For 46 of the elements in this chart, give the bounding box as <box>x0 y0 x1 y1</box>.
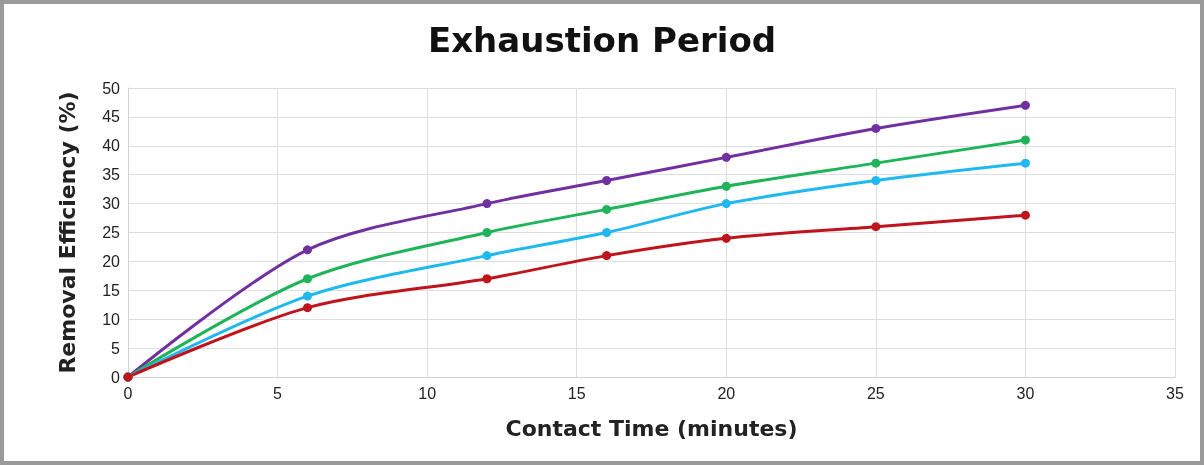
point <box>482 251 492 261</box>
y-tick-label: 20 <box>102 252 121 270</box>
y-axis-title: Removal Efficiency (%) <box>54 91 80 374</box>
y-tick-label: 35 <box>102 166 121 184</box>
x-tick-label: 30 <box>1016 384 1035 402</box>
y-tick-label: 5 <box>111 339 121 357</box>
x-tick-label: 20 <box>717 384 736 402</box>
x-tick-label: 15 <box>567 384 586 402</box>
y-tick-label: 30 <box>102 195 121 213</box>
point <box>871 175 881 185</box>
y-tick-label: 10 <box>102 310 121 328</box>
point <box>602 251 612 261</box>
point <box>302 303 312 313</box>
y-tick-label: 15 <box>102 281 121 299</box>
point <box>302 291 312 301</box>
point <box>1020 210 1030 220</box>
y-tick-label: 0 <box>111 368 121 386</box>
point <box>721 152 731 162</box>
point <box>1020 135 1030 145</box>
point <box>721 233 731 243</box>
point <box>1020 100 1030 110</box>
y-tick-label: 40 <box>102 137 121 155</box>
point <box>482 199 492 209</box>
point <box>602 228 612 237</box>
point <box>721 181 731 191</box>
y-tick-label: 50 <box>102 79 121 97</box>
point <box>302 245 312 255</box>
x-tick-label: 5 <box>273 384 283 402</box>
point <box>602 204 612 214</box>
x-axis-title: Contact Time (minutes) <box>505 415 798 441</box>
point <box>602 175 612 185</box>
chart-title: Exhaustion Period <box>427 20 777 60</box>
point <box>302 274 312 284</box>
point <box>871 222 881 232</box>
point <box>482 228 492 237</box>
point <box>482 274 492 284</box>
x-tick-label: 0 <box>123 384 133 402</box>
point <box>871 158 881 168</box>
y-tick-label: 45 <box>102 108 121 126</box>
x-tick-label: 35 <box>1166 384 1184 402</box>
point <box>721 199 731 209</box>
y-tick-label: 25 <box>102 224 121 241</box>
x-tick-label: 10 <box>418 384 437 402</box>
x-tick-label: 25 <box>866 384 885 402</box>
point <box>871 123 881 133</box>
point <box>1020 158 1030 168</box>
